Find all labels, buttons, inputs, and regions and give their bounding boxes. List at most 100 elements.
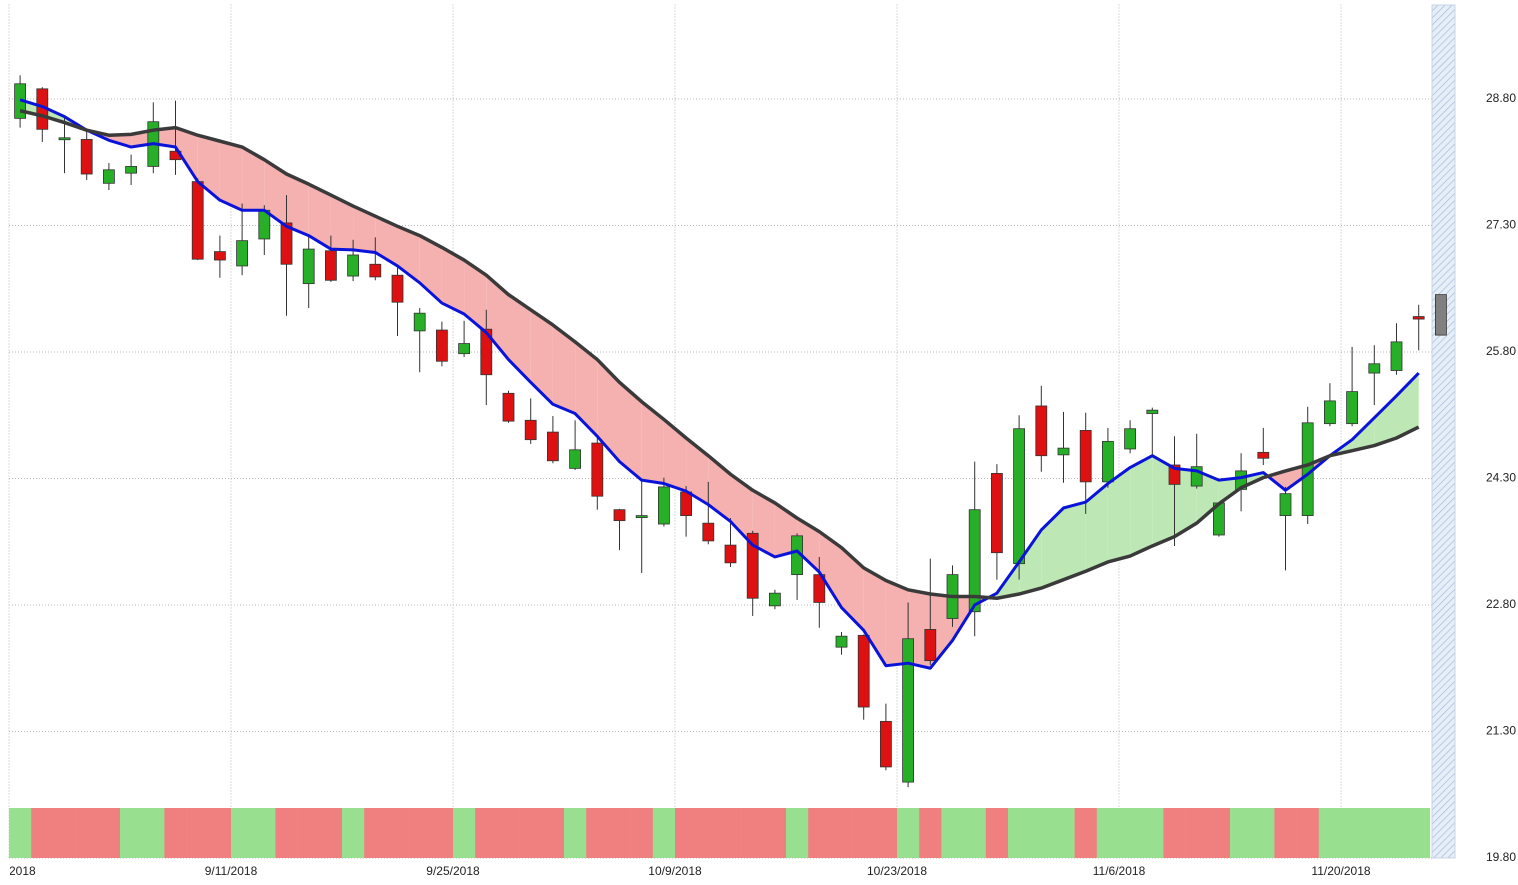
ma-fill: [1374, 395, 1397, 446]
candle-body: [1257, 451, 1270, 459]
ma-fill: [819, 531, 842, 608]
candle-body: [458, 343, 471, 355]
trend-cell: [586, 808, 609, 858]
trend-cell: [941, 808, 964, 858]
trend-cell: [741, 808, 765, 858]
candle-body: [369, 263, 382, 278]
ma-fill: [619, 382, 642, 481]
y-tick-label: 24.30: [1486, 471, 1516, 485]
ma-fill: [1085, 483, 1108, 572]
ma-fill: [219, 141, 243, 211]
candle-body: [1435, 294, 1447, 336]
trend-cell: [297, 808, 321, 858]
trend-cell: [253, 808, 276, 858]
ma-fill: [308, 184, 331, 250]
candle-body: [924, 629, 937, 662]
ma-line: [19, 98, 1420, 670]
candle-body: [1035, 405, 1048, 457]
trend-cell: [852, 808, 876, 858]
ma-fill: [264, 159, 287, 227]
trend-cell: [1030, 808, 1053, 858]
candle-body: [1190, 466, 1203, 487]
candle-body: [1079, 430, 1092, 483]
candle-body: [324, 250, 337, 281]
trend-cell: [75, 808, 99, 858]
ma-line: [19, 109, 1420, 600]
ma-fill: [663, 419, 687, 492]
trend-cell: [408, 808, 432, 858]
trend-cell: [164, 808, 187, 858]
ma-fill: [286, 174, 309, 236]
candle-body: [991, 473, 1003, 554]
ma-fill: [1352, 417, 1375, 451]
trend-cell: [386, 808, 409, 858]
trend-cell: [919, 808, 942, 858]
candle-body: [1412, 316, 1425, 320]
ma-fill: [863, 567, 886, 666]
candle-body: [1102, 440, 1114, 483]
candle-body: [480, 328, 493, 376]
candle-body: [968, 509, 981, 613]
trend-cell: [430, 808, 454, 858]
candle-body: [658, 486, 670, 525]
ma-fill: [330, 195, 354, 250]
trend-cell: [608, 808, 631, 858]
candle-body: [213, 251, 226, 261]
trend-cell: [186, 808, 210, 858]
trend-cell: [231, 808, 254, 858]
trend-cell: [1163, 808, 1186, 858]
trend-cell: [1230, 808, 1253, 858]
candle-body: [236, 240, 249, 267]
ma-fill: [508, 294, 531, 383]
trend-cell: [808, 808, 831, 858]
ma-fill: [441, 247, 465, 315]
candle-body: [502, 392, 515, 422]
trend-cell: [275, 808, 298, 858]
ma-fill: [175, 127, 198, 182]
trend-cell: [9, 808, 32, 858]
trend-cell: [564, 808, 587, 858]
candle-body: [880, 720, 892, 768]
trend-cell: [319, 808, 343, 858]
candle-body: [1368, 363, 1381, 374]
ma-fill: [1019, 529, 1042, 595]
y-tick-label: 19.80: [1486, 850, 1516, 864]
ma-fill: [730, 474, 753, 546]
y-tick-label: 25.80: [1486, 344, 1516, 358]
candle-body: [835, 635, 848, 648]
ma-fill: [841, 547, 864, 631]
candle-body: [635, 515, 648, 518]
trend-cell: [541, 808, 565, 858]
candle-body: [413, 312, 426, 332]
candle-body: [80, 139, 93, 175]
candle-body: [524, 419, 537, 441]
ma-fill: [1063, 502, 1086, 580]
trend-cell: [1074, 808, 1098, 858]
candle-body: [547, 431, 559, 462]
trend-cell: [1385, 808, 1408, 858]
y-tick-label: 27.30: [1486, 218, 1516, 232]
candle-body: [680, 491, 692, 516]
trend-cell: [31, 808, 54, 858]
x-tick-label: 11/6/2018: [1093, 864, 1146, 878]
trend-cell: [652, 808, 676, 858]
candle-body: [125, 166, 137, 174]
x-tick-label: 9/25/2018: [426, 864, 480, 878]
ma-fill: [353, 206, 376, 253]
ma-fill: [1107, 467, 1131, 562]
trend-cell: [1052, 808, 1075, 858]
candle-body: [1279, 493, 1292, 516]
candle-body: [769, 592, 781, 607]
trend-cell: [697, 808, 720, 858]
ma-fill: [530, 309, 553, 405]
y-tick-label: 28.80: [1486, 91, 1516, 105]
candle-body: [302, 248, 315, 285]
x-tick-label: 11/20/2018: [1311, 864, 1370, 878]
trend-cell: [719, 808, 742, 858]
trend-cell: [1341, 808, 1364, 858]
trend-cell: [475, 808, 498, 858]
trend-cell: [1207, 808, 1231, 858]
trend-cell: [830, 808, 853, 858]
ma-fill: [464, 260, 487, 333]
